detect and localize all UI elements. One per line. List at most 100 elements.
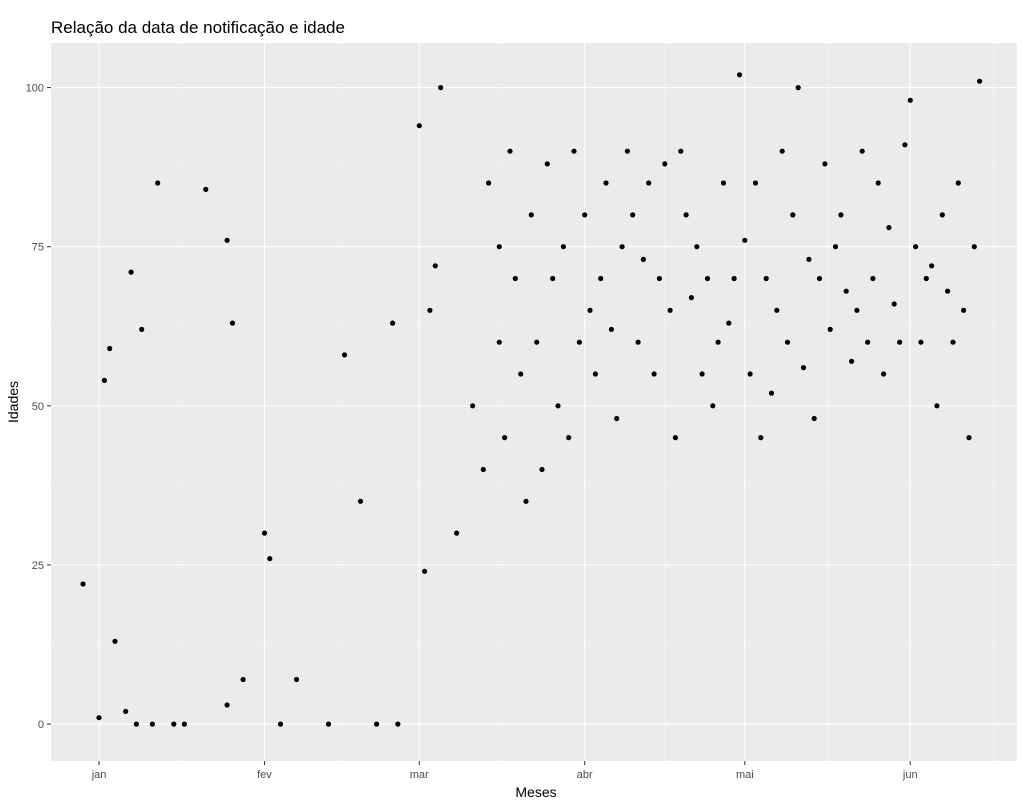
data-point: [907, 97, 913, 103]
data-points: [80, 72, 983, 727]
data-point: [683, 212, 689, 218]
x-tick-label: jun: [902, 769, 918, 781]
data-point: [961, 307, 967, 313]
data-point: [139, 326, 145, 332]
data-point: [843, 288, 849, 294]
data-point: [795, 85, 801, 91]
data-point: [881, 371, 887, 377]
data-point: [694, 244, 700, 250]
data-point: [107, 345, 113, 352]
data-point: [341, 352, 348, 358]
data-point: [667, 307, 673, 313]
data-point: [96, 715, 102, 721]
data-point: [427, 307, 433, 313]
data-point: [971, 244, 977, 250]
data-point: [155, 180, 161, 186]
data-point: [395, 721, 401, 727]
data-point: [571, 148, 577, 154]
data-point: [598, 275, 604, 282]
data-point: [966, 435, 972, 441]
x-tick-label: mar: [410, 769, 429, 781]
data-point: [224, 237, 230, 243]
data-point: [923, 275, 929, 282]
data-point: [518, 371, 524, 377]
x-tick-label: abr: [577, 769, 593, 781]
minor-gridlines: [51, 43, 1017, 761]
data-point: [240, 676, 246, 683]
data-point: [758, 435, 764, 441]
data-point: [133, 721, 139, 727]
data-point: [747, 371, 753, 377]
data-point: [955, 180, 961, 186]
data-point: [277, 721, 284, 727]
data-point: [875, 180, 881, 186]
data-point: [763, 275, 769, 282]
data-point: [630, 212, 636, 218]
data-point: [576, 339, 583, 345]
data-point: [790, 212, 796, 218]
data-point: [422, 568, 428, 574]
data-point: [454, 530, 460, 536]
data-point: [854, 307, 860, 313]
data-point: [865, 339, 871, 345]
data-point: [811, 415, 817, 422]
data-point: [502, 435, 508, 441]
data-point: [838, 212, 844, 218]
data-point: [470, 403, 476, 409]
data-point: [566, 435, 572, 441]
data-point: [550, 275, 556, 282]
data-point: [438, 85, 444, 91]
data-point: [101, 377, 107, 383]
data-point: [640, 256, 647, 262]
data-point: [939, 212, 945, 218]
x-axis-ticks: jan fev mar abr mai jun: [91, 761, 918, 781]
data-point: [913, 244, 919, 250]
data-point: [715, 339, 721, 345]
data-point: [224, 702, 230, 708]
data-point: [662, 161, 668, 167]
data-point: [416, 123, 422, 129]
data-point: [624, 148, 631, 154]
data-point: [768, 390, 775, 396]
plot-panel: [51, 43, 1017, 761]
data-point: [651, 371, 657, 377]
data-point: [806, 256, 812, 262]
data-point: [603, 180, 609, 186]
y-tick-label: 75: [32, 242, 44, 254]
data-point: [891, 301, 897, 307]
y-tick-label: 50: [32, 401, 44, 413]
data-point: [736, 72, 743, 78]
data-point: [203, 186, 209, 192]
data-point: [731, 275, 737, 282]
data-point: [80, 581, 86, 587]
data-point: [779, 148, 785, 154]
data-point: [656, 275, 663, 282]
data-point: [934, 403, 940, 409]
data-point: [608, 326, 615, 332]
data-point: [699, 371, 705, 377]
data-point: [710, 403, 716, 409]
data-point: [512, 275, 518, 282]
data-point: [128, 269, 134, 275]
data-point: [918, 339, 924, 345]
data-point: [267, 556, 273, 562]
data-point: [827, 326, 833, 332]
y-tick-label: 25: [32, 560, 44, 572]
data-point: [886, 225, 892, 231]
data-point: [800, 365, 807, 371]
data-point: [859, 148, 865, 154]
data-point: [357, 498, 364, 504]
data-point: [496, 339, 502, 345]
data-point: [870, 275, 876, 282]
data-point: [678, 148, 684, 154]
data-point: [486, 180, 492, 186]
data-point: [528, 212, 534, 218]
data-point: [496, 244, 502, 250]
data-point: [726, 320, 732, 326]
data-point: [816, 275, 823, 282]
major-gridlines: [51, 43, 1017, 761]
data-point: [592, 371, 599, 377]
data-point: [977, 78, 983, 84]
data-point: [672, 435, 679, 441]
